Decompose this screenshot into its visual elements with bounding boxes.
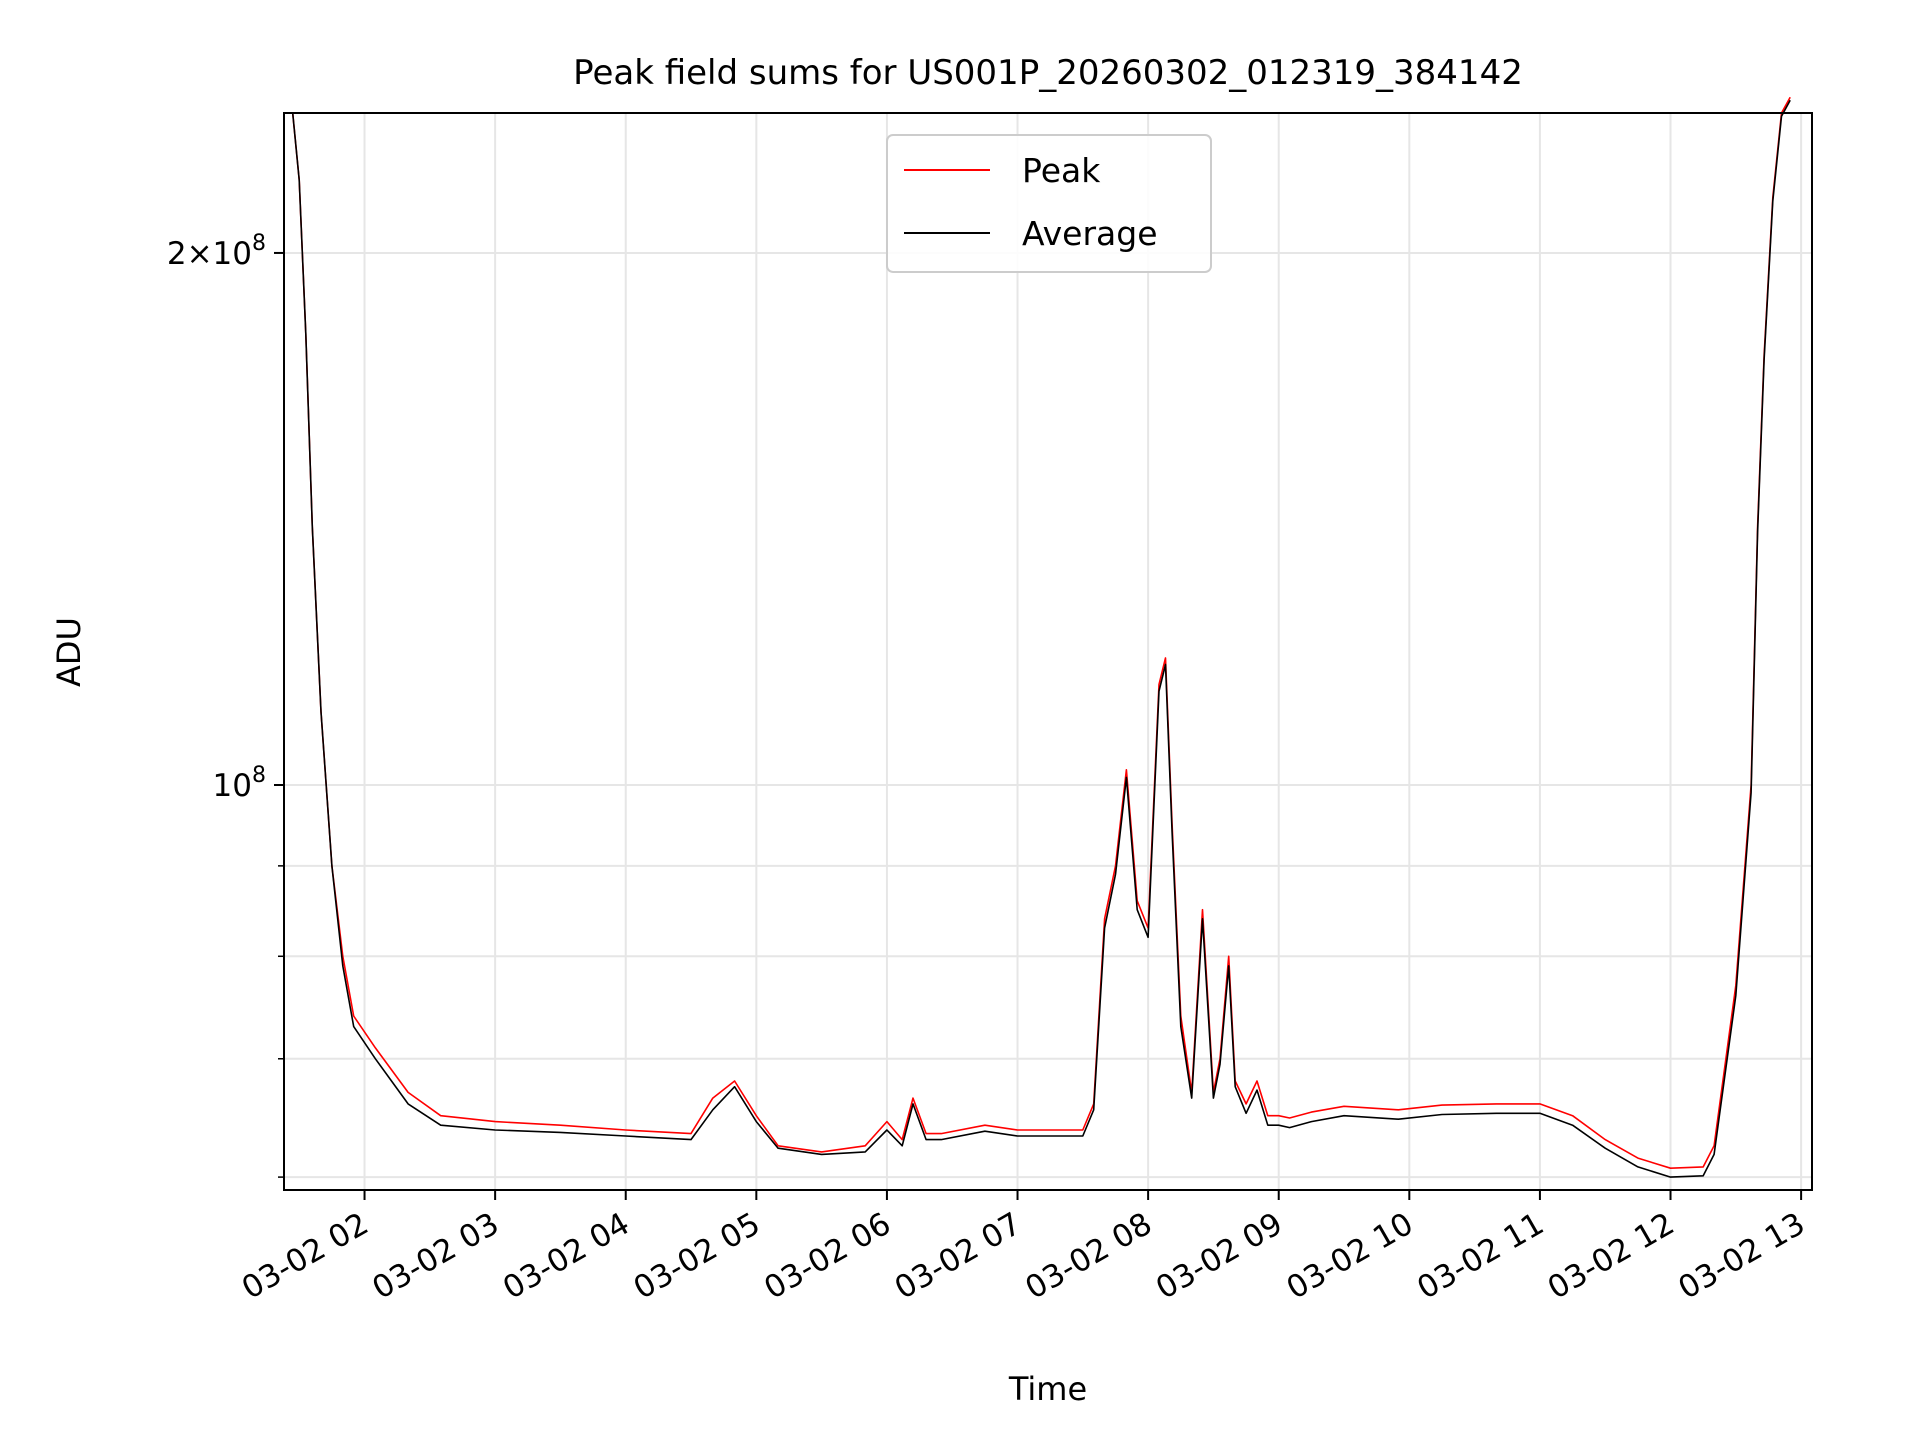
plot-frame [283,112,1813,1191]
y-axis-ticks: 108 2×108 [167,231,284,1178]
y-tick-label: 108 [213,763,266,804]
legend-label-average: Average [1022,214,1158,253]
y-tick-label: 2×108 [167,231,266,272]
y-axis-label: ADU [50,617,88,687]
series-line-average [291,99,1791,1178]
plot-series [291,96,1791,1178]
x-axis-label: Time [1008,1370,1087,1408]
legend-label-peak: Peak [1022,151,1101,190]
legend: Peak Average [886,134,1212,273]
chart-title: Peak field sums for US001P_20260302_0123… [573,53,1523,93]
